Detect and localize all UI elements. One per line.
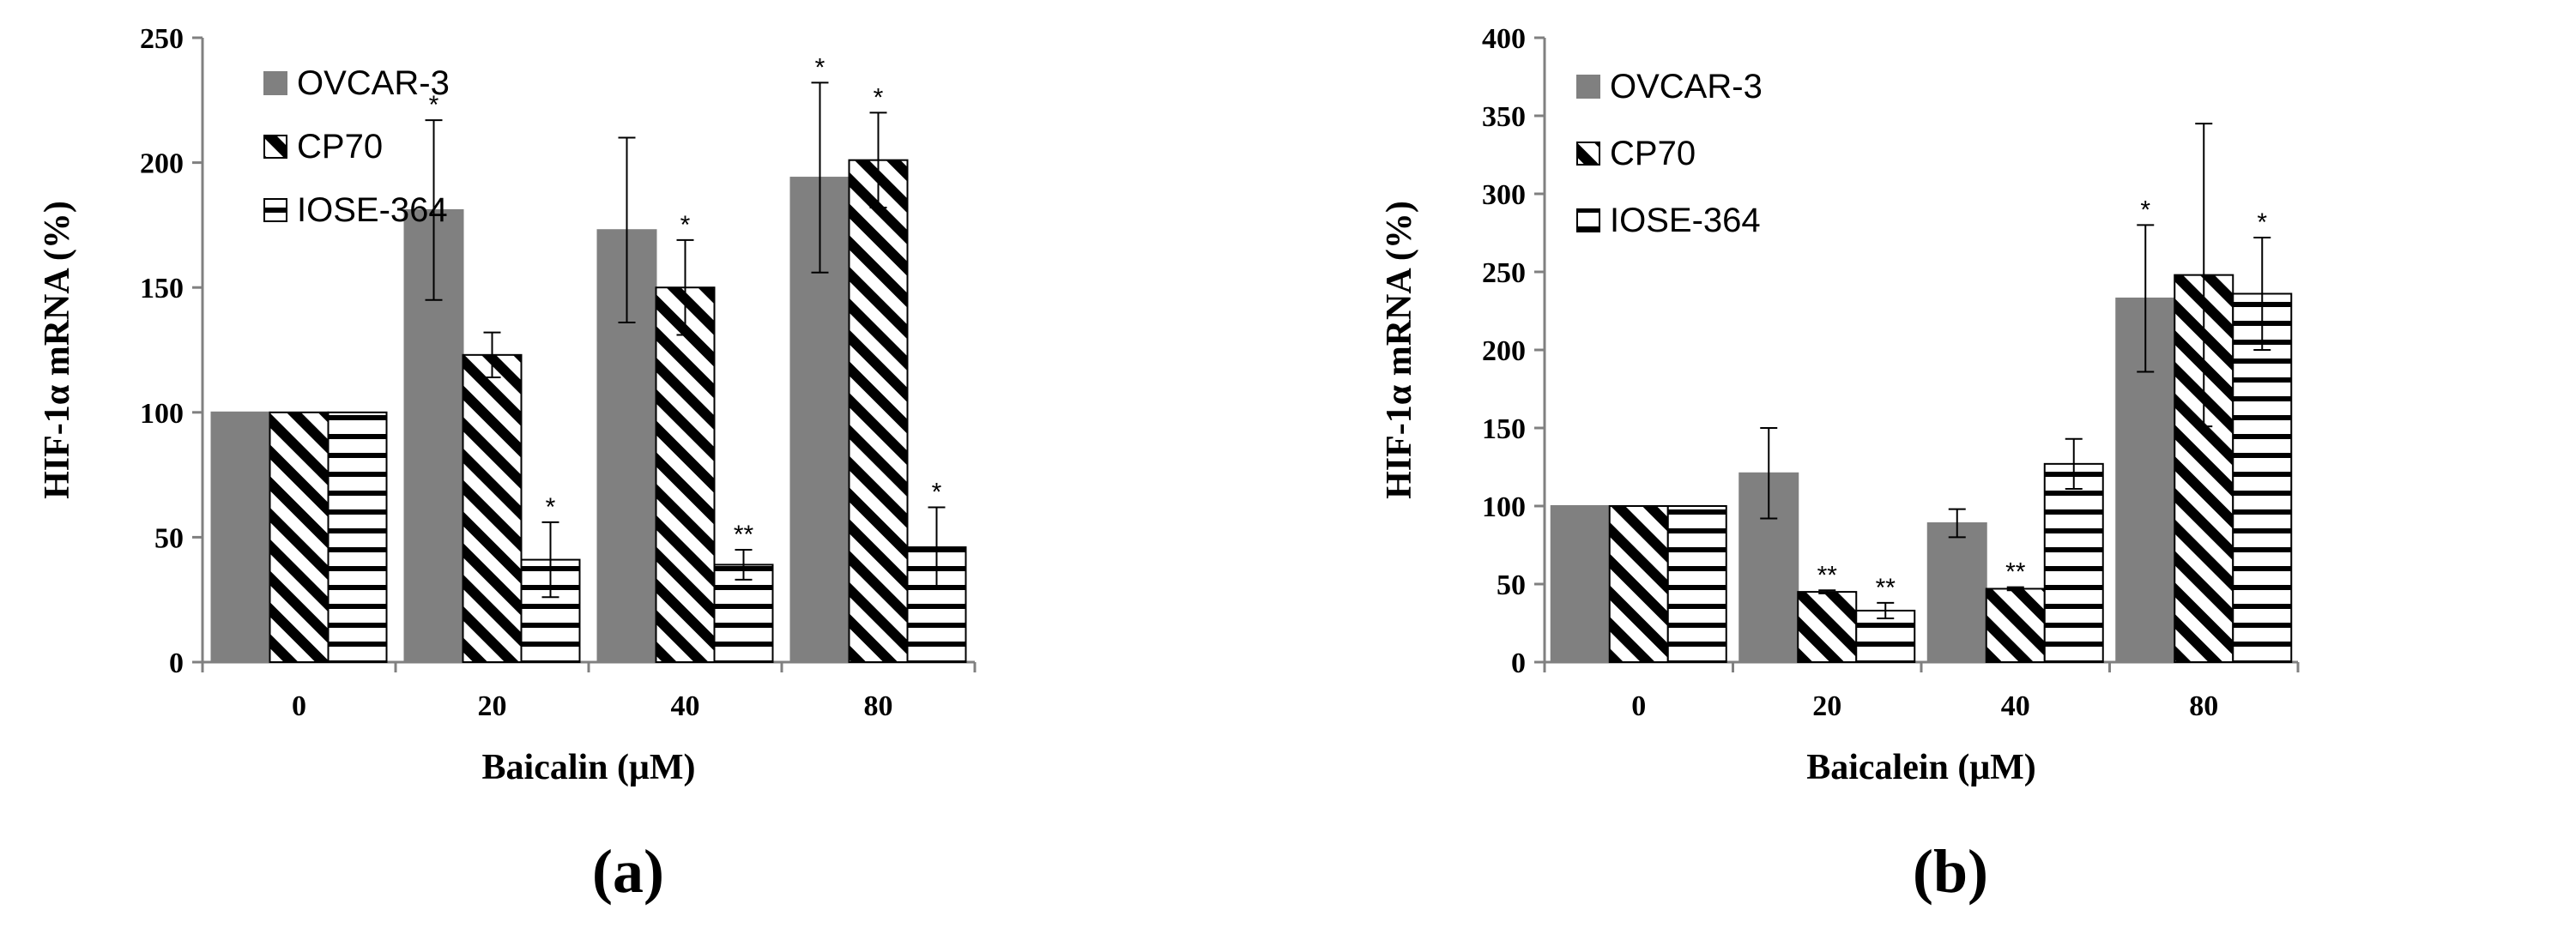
- bar-iose-364-0: [327, 411, 388, 663]
- significance-mark: **: [2005, 558, 2026, 587]
- y-tick-label: 300: [1482, 179, 1526, 211]
- y-tick-label: 350: [1482, 101, 1526, 133]
- bar-ovcar-3-0: [1550, 505, 1611, 663]
- legend-label: OVCAR-3: [1610, 68, 1763, 105]
- y-tick-label: 100: [1482, 491, 1526, 523]
- significance-mark: *: [680, 211, 691, 239]
- legend-label: IOSE-364: [297, 191, 448, 229]
- y-tick-label: 0: [169, 648, 184, 679]
- legend-swatch-iose-364: [263, 198, 287, 222]
- panel-label: (b): [1913, 837, 1988, 906]
- x-axis-title: Baicalein (μM): [1806, 748, 2036, 787]
- bar-iose-364-40: [713, 563, 774, 664]
- legend-swatch-ovcar-3: [1576, 75, 1600, 99]
- x-tick-label: 80: [2189, 690, 2218, 722]
- bar-ovcar-3-0: [210, 411, 271, 663]
- significance-mark: **: [1876, 574, 1896, 602]
- legend-label: CP70: [1610, 135, 1696, 172]
- significance-mark: *: [815, 53, 825, 81]
- x-tick-label: 0: [1631, 690, 1646, 722]
- x-tick-label: 40: [2001, 690, 2030, 722]
- legend-swatch-iose-364: [1576, 208, 1600, 232]
- y-tick-label: 150: [1482, 413, 1526, 445]
- bar-cp70-20: [1797, 591, 1858, 663]
- y-axis-title: HIF-1α mRNA (%): [1380, 201, 1419, 499]
- significance-mark: **: [734, 521, 754, 549]
- bar-cp70-20: [462, 353, 523, 663]
- x-tick-label: 40: [671, 690, 700, 722]
- legend-swatch-cp70: [1576, 142, 1600, 166]
- x-tick-label: 0: [292, 690, 306, 722]
- bar-cp70-0: [269, 411, 330, 663]
- significance-mark: *: [2257, 208, 2267, 237]
- legend-swatch-ovcar-3: [263, 71, 287, 95]
- x-tick-label: 20: [1812, 690, 1841, 722]
- significance-mark: **: [1817, 561, 1838, 589]
- bar-iose-364-0: [1666, 505, 1727, 663]
- x-axis-title: Baicalin (μM): [482, 748, 696, 787]
- significance-mark: *: [932, 478, 942, 506]
- bar-cp70-40: [1985, 588, 2046, 664]
- bar-cp70-80: [848, 159, 909, 664]
- significance-mark: *: [546, 493, 556, 521]
- legend-swatch-cp70: [263, 135, 287, 159]
- x-tick-label: 80: [864, 690, 893, 722]
- y-tick-label: 150: [140, 273, 184, 304]
- y-tick-label: 50: [154, 522, 184, 554]
- bar-iose-364-80: [2232, 292, 2293, 663]
- y-tick-label: 50: [1497, 569, 1526, 601]
- legend-label: CP70: [297, 128, 383, 166]
- significance-mark: *: [2140, 196, 2150, 224]
- y-axis-title: HIF-1α mRNA (%): [38, 201, 77, 499]
- significance-mark: *: [874, 83, 884, 111]
- y-tick-label: 250: [140, 23, 184, 55]
- y-tick-label: 400: [1482, 23, 1526, 55]
- y-tick-label: 100: [140, 398, 184, 430]
- y-tick-label: 200: [1482, 335, 1526, 367]
- y-tick-label: 200: [140, 148, 184, 180]
- bar-cp70-40: [655, 286, 716, 663]
- legend-label: OVCAR-3: [297, 64, 450, 102]
- bar-cp70-0: [1608, 505, 1669, 663]
- legend-label: IOSE-364: [1610, 202, 1761, 239]
- y-tick-label: 0: [1511, 648, 1526, 679]
- panel-label: (a): [592, 837, 664, 906]
- bar-ovcar-3-40: [1926, 522, 1987, 664]
- bar-iose-364-40: [2043, 462, 2104, 663]
- x-tick-label: 20: [478, 690, 507, 722]
- significance-mark: *: [429, 91, 439, 119]
- y-tick-label: 250: [1482, 257, 1526, 289]
